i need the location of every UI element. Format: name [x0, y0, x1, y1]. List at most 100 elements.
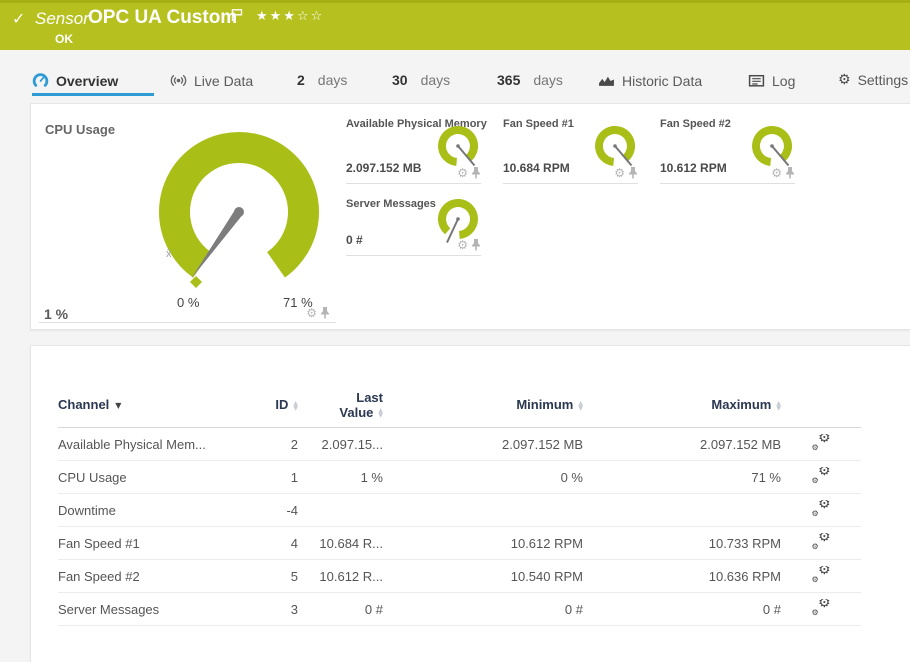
channel-settings-gears-icon[interactable]: ⚙ ⚙ — [811, 434, 831, 452]
tab-number: 30 — [392, 72, 408, 88]
channel-id: 5 — [290, 568, 298, 584]
gauge-min-marker — [190, 276, 202, 288]
table-row[interactable]: Server Messages 3 0 # 0 # 0 # ⚙ ⚙ — [58, 593, 861, 626]
column-header-id[interactable]: ID ▲ ▼ — [275, 397, 298, 412]
sort-icon: ▲ ▼ — [293, 399, 298, 412]
gauge-current-value: 1 % — [44, 306, 69, 322]
table-body: Available Physical Mem... 2 2.097.15... … — [58, 428, 861, 626]
pin-icon[interactable] — [471, 239, 481, 251]
pin-icon[interactable] — [628, 167, 638, 179]
gauge-current-value: 10.612 RPM — [660, 161, 727, 175]
tab-label: Overview — [56, 72, 119, 89]
gauge-tile-available-physical-memory[interactable]: Available Physical Memory 2.097.152 MB ⚙ — [346, 112, 487, 184]
gauge-title: Server Messages — [346, 198, 436, 210]
average-marker: x̄ — [166, 248, 172, 260]
tab-label: Log — [772, 72, 796, 89]
channel-settings-gears-icon[interactable]: ⚙ ⚙ — [811, 599, 831, 617]
gear-icon: ⚙ — [838, 72, 851, 88]
tab-30-days[interactable]: 30 days — [392, 72, 450, 88]
channel-settings-gears-icon[interactable]: ⚙ ⚙ — [811, 467, 831, 485]
tab-log[interactable]: Log — [748, 72, 795, 89]
tab-label: Historic Data — [622, 72, 703, 89]
log-list-icon — [748, 74, 765, 87]
column-header-last-value[interactable]: Last Value ▲ ▼ — [339, 389, 383, 420]
priority-stars[interactable]: ★★★☆☆ — [256, 9, 325, 24]
broadcast-icon — [170, 75, 187, 86]
tab-unit: days — [420, 72, 451, 88]
tab-2-days[interactable]: 2 days — [297, 72, 347, 88]
channel-name[interactable]: Server Messages — [58, 601, 160, 617]
channel-settings-gears-icon[interactable]: ⚙ ⚙ — [811, 533, 831, 551]
column-header-maximum[interactable]: Maximum ▲ ▼ — [711, 397, 781, 412]
channel-name[interactable]: Available Physical Mem... — [58, 436, 206, 452]
gauge-title: Fan Speed #2 — [660, 118, 731, 130]
fan1-gauge-chart — [595, 125, 636, 167]
flag-icon[interactable] — [231, 8, 243, 27]
table-row[interactable]: Available Physical Mem... 2 2.097.15... … — [58, 428, 861, 461]
channel-name[interactable]: Downtime — [58, 502, 116, 518]
sort-icon: ▲ ▼ — [378, 407, 383, 420]
channel-minimum: 10.540 RPM — [510, 568, 583, 584]
gauge-tile-fan-speed-2[interactable]: Fan Speed #2 10.612 RPM ⚙ — [660, 112, 795, 184]
gauge-title: Fan Speed #1 — [503, 118, 574, 130]
channel-name[interactable]: CPU Usage — [58, 469, 127, 485]
pin-icon[interactable] — [471, 167, 481, 179]
tab-overview[interactable]: Overview — [32, 72, 118, 89]
channel-id: 1 — [290, 469, 298, 485]
sensor-status-badge: OK — [55, 32, 73, 46]
channel-id: 3 — [290, 601, 298, 617]
channel-id: -4 — [286, 502, 298, 518]
gear-icon[interactable]: ⚙ — [771, 166, 782, 180]
column-header-channel[interactable]: Channel ▼ — [58, 397, 122, 412]
channel-id: 2 — [290, 436, 298, 452]
channel-last-value: 10.684 R... — [319, 535, 383, 551]
tab-label: Live Data — [194, 72, 254, 89]
gauge-scale-min: 0 % — [177, 295, 200, 310]
channels-table-panel: Channel ▼ ID ▲ ▼ Last Value ▲ ▼ Minimum ▲ ▼ Max… — [30, 345, 910, 662]
gear-icon[interactable]: ⚙ — [614, 166, 625, 180]
gauge-current-value: 0 # — [346, 233, 363, 247]
pin-icon[interactable] — [785, 167, 795, 179]
gauge-icon — [32, 73, 49, 87]
channel-settings-gears-icon[interactable]: ⚙ ⚙ — [811, 566, 831, 584]
channel-maximum: 2.097.152 MB — [700, 436, 781, 452]
table-row[interactable]: Downtime -4 ⚙ ⚙ — [58, 494, 861, 527]
channel-maximum: 10.733 RPM — [708, 535, 781, 551]
channel-last-value: 2.097.15... — [321, 436, 383, 452]
gear-icon[interactable]: ⚙ — [306, 306, 317, 320]
channel-settings-gears-icon[interactable]: ⚙ ⚙ — [811, 500, 831, 518]
gauge-tile-fan-speed-1[interactable]: Fan Speed #1 10.684 RPM ⚙ — [503, 112, 638, 184]
fan2-gauge-chart — [752, 125, 793, 167]
channel-name[interactable]: Fan Speed #1 — [58, 535, 140, 551]
gauge-title: Available Physical Memory — [346, 118, 487, 130]
memory-gauge-chart — [438, 125, 479, 167]
tab-settings[interactable]: ⚙ Settings — [838, 72, 908, 88]
tab-number: 2 — [297, 72, 305, 88]
tab-historic-data[interactable]: Historic Data — [598, 72, 702, 89]
gauge-needle — [191, 209, 243, 279]
column-header-minimum[interactable]: Minimum ▲ ▼ — [516, 397, 583, 412]
tab-label: Settings — [857, 72, 909, 88]
gauge-tile-cpu-usage[interactable]: CPU Usage x̄ 0 % 71 % 1 % ⚙ — [39, 110, 336, 323]
object-kind-label: Sensor — [35, 9, 89, 28]
channel-maximum: 71 % — [751, 469, 781, 485]
channel-maximum: 10.636 RPM — [708, 568, 781, 584]
gear-icon[interactable]: ⚙ — [457, 166, 468, 180]
sort-desc-icon: ▼ — [115, 401, 122, 411]
channel-last-value: 1 % — [360, 469, 383, 485]
area-chart-icon — [599, 76, 614, 86]
tab-365-days[interactable]: 365 days — [497, 72, 563, 88]
table-row[interactable]: CPU Usage 1 1 % 0 % 71 % ⚙ ⚙ — [58, 461, 861, 494]
gear-icon[interactable]: ⚙ — [457, 238, 468, 252]
tab-bar: Overview Live Data 2 days 30 days 365 days … — [0, 60, 910, 103]
cpu-gauge-chart: x̄ — [159, 131, 319, 288]
gauge-scale-max: 71 % — [283, 295, 313, 310]
server-messages-gauge-chart — [437, 198, 478, 244]
tab-live-data[interactable]: Live Data — [170, 72, 253, 89]
gauge-tile-server-messages[interactable]: Server Messages 0 # ⚙ — [346, 192, 481, 256]
pin-icon[interactable] — [320, 307, 330, 319]
table-row[interactable]: Fan Speed #1 4 10.684 R... 10.612 RPM 10… — [58, 527, 861, 560]
channel-last-value: 10.612 R... — [319, 568, 383, 584]
channel-name[interactable]: Fan Speed #2 — [58, 568, 140, 584]
table-row[interactable]: Fan Speed #2 5 10.612 R... 10.540 RPM 10… — [58, 560, 861, 593]
